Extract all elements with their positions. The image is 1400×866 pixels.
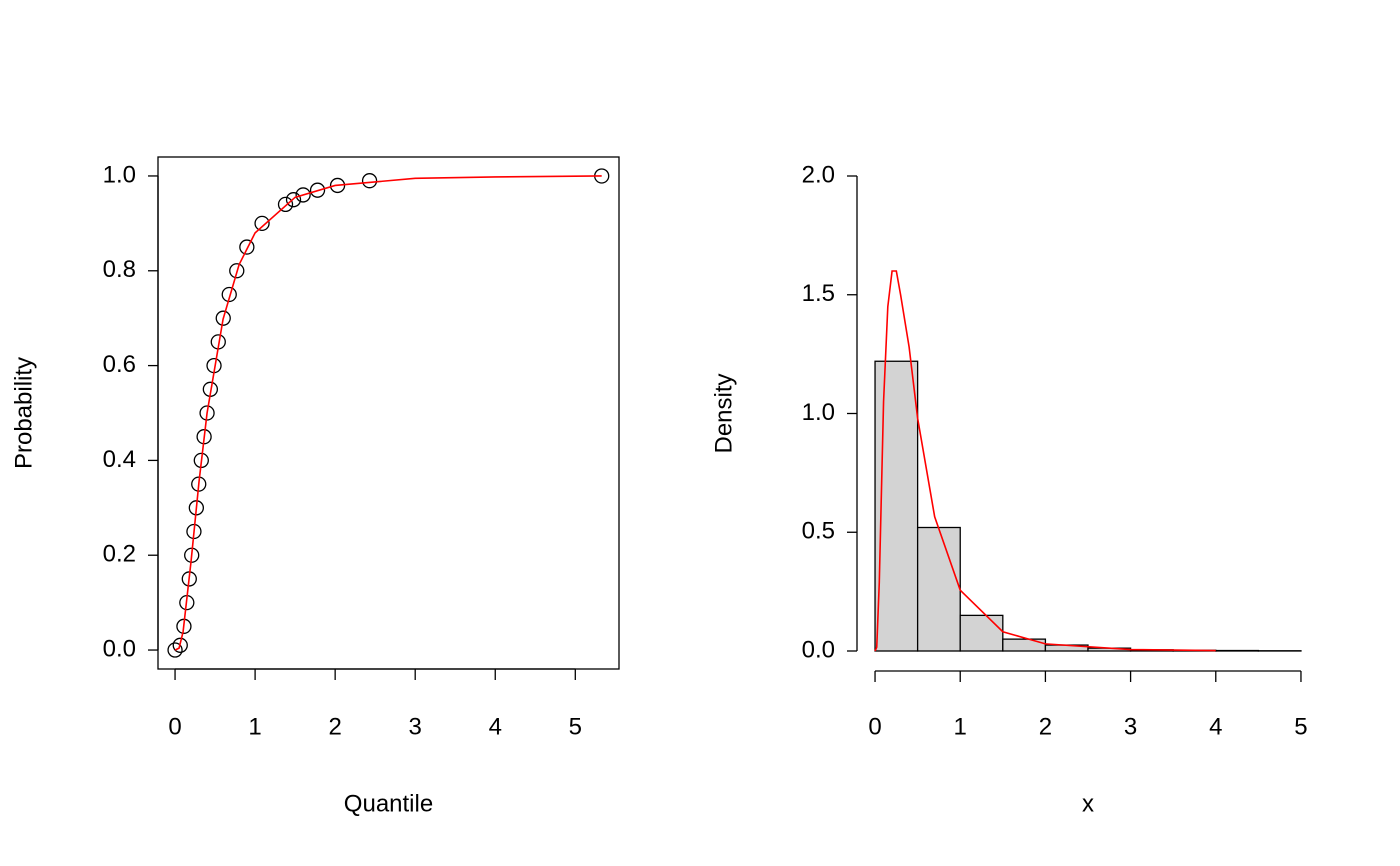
y-tick-label: 0.6 [103,351,136,378]
point [172,637,188,653]
bar [916,526,961,652]
y-tick-label: 0.0 [802,636,835,663]
x-tick-label: 0 [868,713,881,740]
y-axis-title: Probability [10,357,37,469]
y-tick-label: 0.2 [103,541,136,568]
point [229,263,245,279]
point [277,196,294,213]
y-tick-label: 2.0 [802,161,835,188]
x-tick-label: 0 [168,713,181,740]
point [295,187,311,203]
y-axis-title: Density [710,373,737,453]
point [361,173,378,189]
x-tick-label: 2 [1039,713,1052,740]
y-tick-label: 0.5 [802,518,835,545]
x-tick-label: 5 [1294,713,1307,740]
x-tick-label: 3 [1124,713,1137,740]
y-tick-label: 1.0 [103,161,136,188]
x-axis-title: x [1082,790,1094,817]
point [309,182,326,198]
point [199,405,215,421]
bar [959,614,1004,652]
y-tick-label: 1.5 [802,280,835,307]
x-tick-label: 5 [569,713,582,740]
density-curve [174,175,602,651]
y-tick-label: 0.8 [103,256,136,283]
bar [1002,638,1047,652]
point [239,239,255,255]
bar [874,360,919,652]
point [285,192,302,208]
y-tick-label: 0.4 [103,446,136,473]
point [167,642,183,658]
x-tick-label: 1 [954,713,967,740]
y-tick-label: 1.0 [802,399,835,426]
point [254,215,270,232]
x-tick-label: 3 [409,713,422,740]
x-tick-label: 4 [489,713,502,740]
x-tick-label: 4 [1209,713,1222,740]
x-axis-title: Quantile [344,790,433,817]
density-curve [874,270,1216,652]
point [329,177,346,194]
y-tick-label: 0.0 [103,635,136,662]
x-tick-label: 2 [328,713,341,740]
point [221,286,237,303]
plot-box [157,156,620,670]
point [215,310,231,326]
x-tick-label: 1 [248,713,261,740]
